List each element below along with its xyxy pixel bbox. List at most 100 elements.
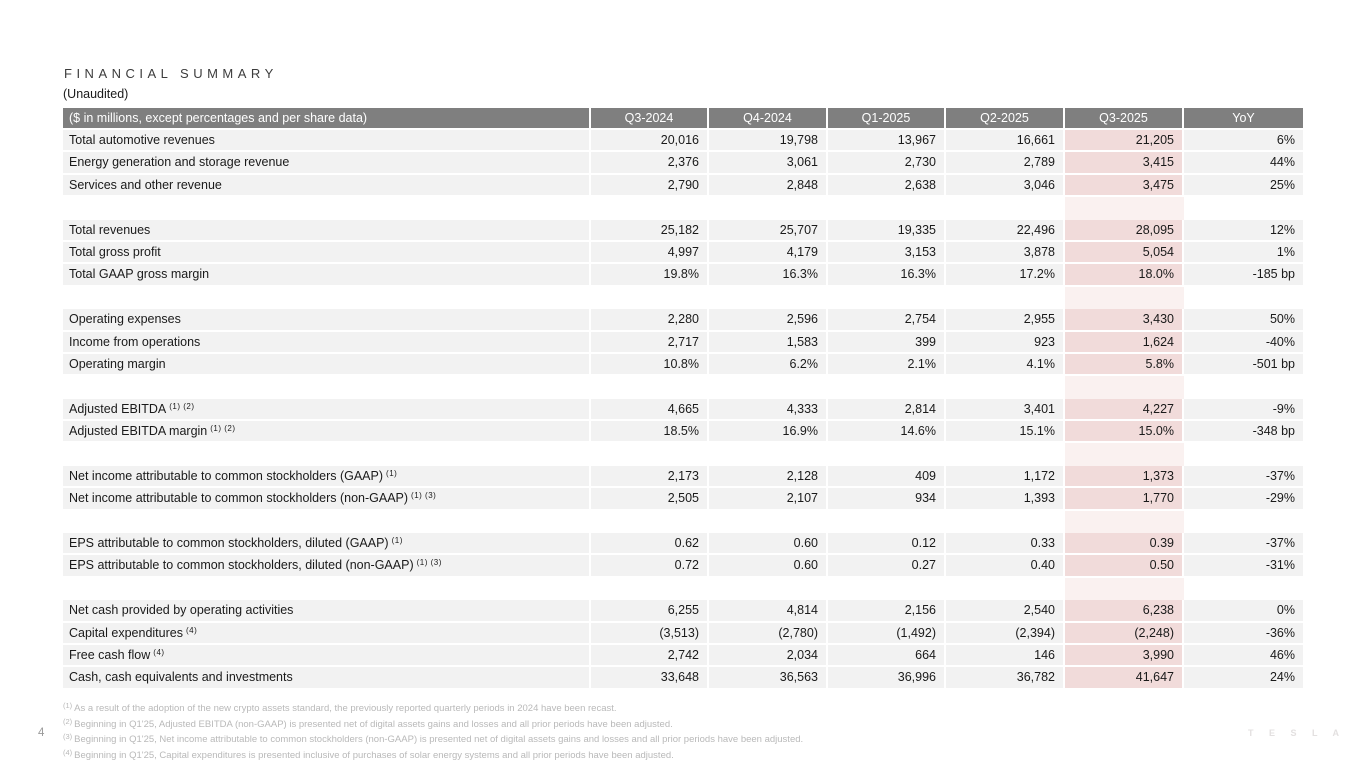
footnote-marker: (2) bbox=[63, 716, 73, 726]
spacer-cell bbox=[63, 511, 591, 533]
cell-value: 5,054 bbox=[1065, 241, 1184, 265]
footnote-marker: (1) bbox=[63, 701, 73, 710]
spacer-cell bbox=[63, 443, 591, 465]
spacer-cell bbox=[709, 197, 828, 219]
spacer-cell bbox=[1065, 577, 1184, 601]
cell-value: 1,770 bbox=[1065, 488, 1184, 511]
cell-value: 4,227 bbox=[1065, 398, 1184, 422]
table-row: Net income attributable to common stockh… bbox=[63, 488, 1303, 511]
cell-value: 13,967 bbox=[828, 130, 946, 153]
row-label: Adjusted EBITDA margin (1) (2) bbox=[63, 421, 591, 444]
cell-value: 25% bbox=[1184, 174, 1303, 198]
spacer-cell bbox=[591, 511, 709, 533]
cell-value: 16.3% bbox=[828, 264, 946, 287]
financial-table: ($ in millions, except percentages and p… bbox=[63, 108, 1303, 690]
cell-value: 3,061 bbox=[709, 152, 828, 175]
row-label-text: Services and other revenue bbox=[69, 177, 222, 192]
cell-value: -185 bp bbox=[1184, 264, 1303, 287]
cell-value: -31% bbox=[1184, 555, 1303, 578]
row-label-text: EPS attributable to common stockholders,… bbox=[69, 536, 389, 551]
footnote-reference: (1) bbox=[386, 468, 398, 478]
spacer-cell bbox=[828, 578, 946, 600]
spacer-cell bbox=[946, 376, 1065, 398]
cell-value: 0.39 bbox=[1065, 533, 1184, 556]
row-label: Total revenues bbox=[63, 219, 591, 242]
spacer-row bbox=[63, 443, 1303, 466]
tesla-logo: T E S L A bbox=[1248, 728, 1346, 738]
table-header-label: ($ in millions, except percentages and p… bbox=[63, 108, 591, 130]
spacer-cell bbox=[946, 511, 1065, 533]
cell-value: 2,034 bbox=[709, 644, 828, 668]
cell-value: 28,095 bbox=[1065, 219, 1184, 242]
footnotes: (1) As a result of the adoption of the ne… bbox=[63, 701, 803, 764]
spacer-cell bbox=[946, 578, 1065, 600]
cell-value: 2,596 bbox=[709, 309, 828, 332]
spacer-cell bbox=[1184, 197, 1303, 219]
cell-value: 0.33 bbox=[946, 533, 1065, 556]
cell-value: 3,878 bbox=[946, 241, 1065, 265]
cell-value: -40% bbox=[1184, 331, 1303, 354]
footnote: (2) Beginning in Q1'25, Adjusted EBITDA (… bbox=[63, 717, 803, 733]
spacer-cell bbox=[946, 197, 1065, 219]
row-label-text: Net income attributable to common stockh… bbox=[69, 468, 384, 483]
spacer-cell bbox=[1065, 443, 1184, 466]
cell-value: 50% bbox=[1184, 309, 1303, 332]
cell-value: 4.1% bbox=[946, 353, 1065, 377]
spacer-cell bbox=[1065, 286, 1184, 310]
row-label: Services and other revenue bbox=[63, 174, 591, 198]
row-label: Energy generation and storage revenue bbox=[63, 152, 591, 175]
cell-value: -348 bp bbox=[1184, 421, 1303, 444]
cell-value: 2,717 bbox=[591, 331, 709, 354]
cell-value: 4,814 bbox=[709, 600, 828, 623]
table-row: Net income attributable to common stockh… bbox=[63, 465, 1303, 489]
row-label: EPS attributable to common stockholders,… bbox=[63, 533, 591, 556]
cell-value: -9% bbox=[1184, 398, 1303, 422]
footnote-reference: (4) bbox=[153, 647, 165, 657]
footnote-reference: (1) (3) bbox=[416, 558, 442, 568]
cell-value: 0% bbox=[1184, 600, 1303, 623]
spacer-cell bbox=[828, 197, 946, 219]
cell-value: 2,107 bbox=[709, 488, 828, 511]
cell-value: -29% bbox=[1184, 488, 1303, 511]
spacer-row bbox=[63, 510, 1303, 534]
col-header-q3-2025: Q3-2025 bbox=[1065, 108, 1184, 130]
cell-value: 6,238 bbox=[1065, 600, 1184, 623]
cell-value: 46% bbox=[1184, 644, 1303, 668]
cell-value: 24% bbox=[1184, 667, 1303, 690]
spacer-row bbox=[63, 286, 1303, 310]
row-label: Total GAAP gross margin bbox=[63, 264, 591, 287]
table-row: Energy generation and storage revenue 2,3… bbox=[63, 152, 1303, 175]
cell-value: 0.12 bbox=[828, 533, 946, 556]
cell-value: 0.72 bbox=[591, 555, 709, 578]
spacer-cell bbox=[946, 287, 1065, 309]
table-row: Adjusted EBITDA margin (1) (2) 18.5% 16.9% 1… bbox=[63, 421, 1303, 444]
footnote-reference: (1) (2) bbox=[210, 424, 236, 434]
spacer-cell bbox=[709, 287, 828, 309]
cell-value: 2,955 bbox=[946, 309, 1065, 332]
cell-value: 19.8% bbox=[591, 264, 709, 287]
cell-value: 17.2% bbox=[946, 264, 1065, 287]
cell-value: 4,179 bbox=[709, 241, 828, 265]
cell-value: 16.3% bbox=[709, 264, 828, 287]
footnote-marker: (3) bbox=[63, 732, 73, 742]
spacer-cell bbox=[63, 376, 591, 398]
cell-value: 6.2% bbox=[709, 353, 828, 377]
cell-value: 10.8% bbox=[591, 353, 709, 377]
row-label-text: Net cash provided by operating activitie… bbox=[69, 603, 294, 618]
cell-value: 2,376 bbox=[591, 152, 709, 175]
spacer-cell bbox=[591, 287, 709, 309]
cell-value: 2,505 bbox=[591, 488, 709, 511]
spacer-cell bbox=[63, 287, 591, 309]
cell-value: 4,665 bbox=[591, 398, 709, 422]
cell-value: (2,394) bbox=[946, 622, 1065, 645]
cell-value: 1,583 bbox=[709, 331, 828, 354]
spacer-cell bbox=[1184, 287, 1303, 309]
cell-value: 36,782 bbox=[946, 667, 1065, 690]
footnote-text: Beginning in Q1'25, Net income attributa… bbox=[74, 734, 804, 746]
table-row: EPS attributable to common stockholders,… bbox=[63, 555, 1303, 578]
spacer-cell bbox=[828, 511, 946, 533]
row-label-text: Total automotive revenues bbox=[69, 133, 215, 147]
col-header-yoy: YoY bbox=[1184, 108, 1303, 130]
row-label-text: Operating margin bbox=[69, 356, 166, 371]
